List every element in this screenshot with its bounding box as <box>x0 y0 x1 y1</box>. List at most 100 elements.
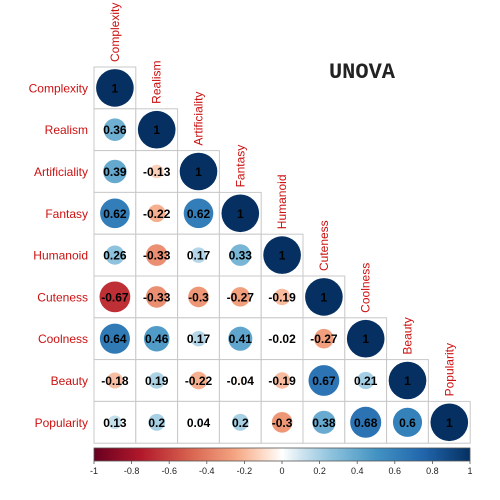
row-label-humanoid: Humanoid <box>33 249 88 263</box>
colorbar-tick-label: -0.6 <box>161 466 177 476</box>
corr-value: 0.2 <box>148 416 165 430</box>
corr-value: 1 <box>237 207 244 221</box>
corr-value: 0.13 <box>103 416 127 430</box>
corr-value: -0.33 <box>143 290 171 304</box>
corr-circle <box>99 323 130 354</box>
corr-cell-humanoid-humanoid: 1 <box>260 233 304 277</box>
corr-value: 1 <box>279 249 286 263</box>
corr-value: 0.62 <box>187 207 211 221</box>
colorbar-tick-label: 0.6 <box>389 466 402 476</box>
corr-cell-humanoid-fantasy: 0.33 <box>218 233 262 277</box>
corr-cell-artificiality-artificiality: 1 <box>177 150 220 193</box>
corr-cell-realism-complexity: 0.36 <box>93 108 137 152</box>
row-label-fantasy: Fantasy <box>45 207 88 221</box>
corr-cell-beauty-coolness: 0.21 <box>344 359 388 402</box>
corr-cell-fantasy-complexity: 0.62 <box>93 191 137 235</box>
corr-value: -0.3 <box>188 290 209 304</box>
corr-value: 0.46 <box>145 332 169 346</box>
corr-circle <box>100 198 130 229</box>
corr-circle <box>145 286 168 308</box>
corr-value: 0.2 <box>232 416 249 430</box>
corr-circle <box>314 328 334 349</box>
corr-circle <box>230 287 251 307</box>
corr-circle <box>312 410 336 434</box>
corr-value: 0.67 <box>312 374 336 388</box>
corr-cell-popularity-complexity: 0.13 <box>93 400 137 444</box>
corr-cell-cuteness-artificiality: -0.3 <box>177 275 220 319</box>
corr-circle <box>263 236 301 274</box>
col-label-cuteness: Cuteness <box>317 220 331 271</box>
corr-circle <box>392 407 423 437</box>
corr-cell-beauty-cuteness: 0.67 <box>302 359 346 402</box>
corr-cell-cuteness-fantasy: -0.27 <box>218 275 262 319</box>
corr-circle <box>350 406 382 438</box>
corr-circle <box>148 372 165 389</box>
corr-cell-humanoid-artificiality: 0.17 <box>177 233 220 277</box>
col-label-fantasy: Fantasy <box>233 145 247 188</box>
colorbar-tick-label: -0.4 <box>199 466 215 476</box>
row-label-realism: Realism <box>45 123 88 137</box>
col-label-complexity: Complexity <box>108 3 122 62</box>
corr-circle <box>357 371 375 390</box>
corr-cell-complexity-complexity: 1 <box>93 66 137 110</box>
corr-cell-artificiality-realism: -0.13 <box>135 150 179 193</box>
corr-circle <box>106 372 123 389</box>
col-label-humanoid: Humanoid <box>275 174 289 229</box>
corr-circle <box>143 325 170 352</box>
colorbar-tick-label: 1 <box>467 466 472 476</box>
corr-value: 0.17 <box>187 249 211 263</box>
corr-circle <box>103 118 127 141</box>
corr-circle <box>279 336 285 342</box>
row-label-beauty: Beauty <box>51 374 88 388</box>
row-label-artificiality: Artificiality <box>34 165 88 179</box>
corr-circle <box>273 372 291 389</box>
col-label-realism: Realism <box>150 60 164 103</box>
corr-cell-cuteness-cuteness: 1 <box>302 275 346 319</box>
corr-value: 1 <box>404 374 411 388</box>
corr-cell-coolness-complexity: 0.64 <box>93 317 137 361</box>
corr-cell-cuteness-complexity: -0.67 <box>93 275 137 319</box>
corr-circle <box>99 281 131 313</box>
col-label-beauty: Beauty <box>401 317 415 354</box>
corr-circle <box>147 204 166 223</box>
row-label-coolness: Coolness <box>38 332 88 346</box>
row-labels: Complexity Realism Artificiality Fantasy Hum… <box>29 81 88 429</box>
corr-value: 0.21 <box>354 374 378 388</box>
corr-circle <box>148 413 166 431</box>
corr-value: 0.04 <box>187 416 211 430</box>
corr-value: -0.13 <box>143 165 171 179</box>
corr-value: -0.04 <box>227 374 255 388</box>
corr-cell-beauty-humanoid: -0.19 <box>260 359 304 402</box>
colorbar-tick-label: 0.4 <box>351 466 364 476</box>
corr-circle <box>308 365 340 396</box>
corr-cell-coolness-realism: 0.46 <box>135 317 179 361</box>
corr-circle <box>229 244 252 266</box>
colorbar-tick-label: 0.8 <box>426 466 439 476</box>
row-label-complexity: Complexity <box>29 81 88 95</box>
corr-value: -0.3 <box>272 416 293 430</box>
corr-cell-coolness-fantasy: 0.41 <box>218 317 262 361</box>
corr-value: -0.27 <box>227 290 255 304</box>
corr-cell-coolness-humanoid: -0.02 <box>260 317 304 361</box>
corr-cell-popularity-coolness: 0.68 <box>344 400 388 444</box>
corr-value: 1 <box>153 123 160 137</box>
corr-value: 1 <box>112 81 119 95</box>
corr-value: 0.39 <box>103 165 127 179</box>
corr-value: 0.38 <box>312 416 336 430</box>
corr-value: -0.19 <box>268 290 296 304</box>
corr-circle <box>137 110 176 149</box>
corr-circle <box>430 403 469 442</box>
corr-value: 0.33 <box>229 249 253 263</box>
col-label-popularity: Popularity <box>442 343 456 396</box>
corr-circle <box>149 164 164 179</box>
col-label-coolness: Coolness <box>359 263 373 313</box>
corr-circle <box>273 288 291 306</box>
corr-value: 1 <box>446 416 453 430</box>
colorbar-gradient <box>93 447 471 462</box>
corr-cell-cuteness-realism: -0.33 <box>135 275 179 319</box>
colorbar: -1 -0.8 -0.6 -0.4 -0.2 0 0.2 0.4 0.6 0.8 1 <box>90 447 473 476</box>
corr-circle <box>108 415 122 430</box>
corr-cell-realism-realism: 1 <box>135 108 179 152</box>
corr-circle <box>271 411 293 433</box>
